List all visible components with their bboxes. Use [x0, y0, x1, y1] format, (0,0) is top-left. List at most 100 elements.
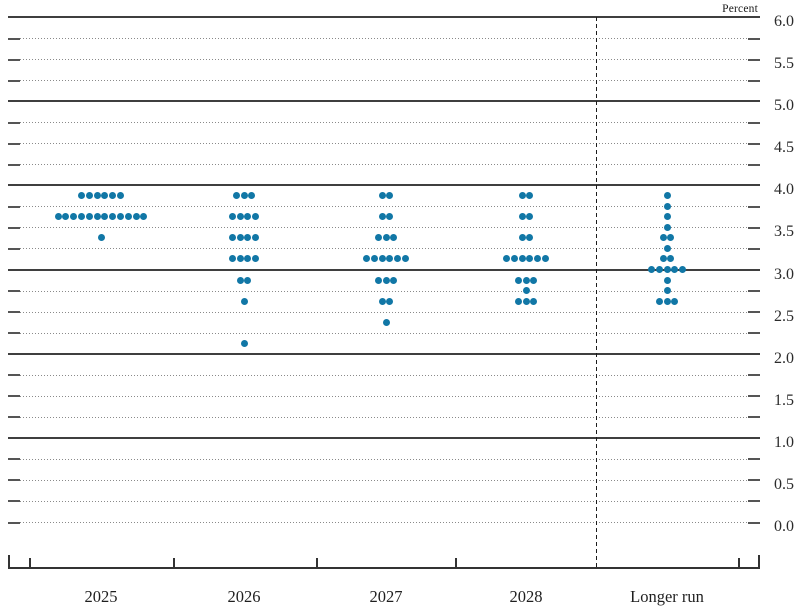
grid-tick-left — [8, 79, 20, 82]
grid-tick-left — [8, 290, 20, 293]
grid-tick-left — [8, 332, 20, 335]
gridline-dotted — [8, 416, 760, 418]
x-tick-label: 2028 — [509, 587, 543, 606]
projection-dot — [518, 234, 526, 242]
gridline-dotted — [8, 80, 760, 82]
grid-tick-left — [8, 521, 20, 524]
projection-dot — [374, 276, 382, 284]
grid-tick-left — [8, 58, 20, 61]
gridline-dotted — [8, 311, 760, 313]
projection-dot — [394, 255, 402, 263]
projection-dot — [244, 255, 252, 263]
y-tick-label: 3.0 — [774, 265, 794, 283]
projection-dot — [140, 213, 148, 221]
grid-tick-right — [748, 247, 760, 250]
projection-dot — [248, 192, 256, 200]
projection-dot — [252, 234, 260, 242]
x-tick-label: 2025 — [84, 587, 118, 606]
projection-dot — [402, 255, 409, 263]
y-tick-label: 5.5 — [774, 55, 794, 73]
projection-dot — [663, 244, 671, 252]
grid-tick-left — [8, 205, 20, 208]
gridline-dotted — [8, 143, 760, 145]
y-tick-label: 0.0 — [774, 518, 794, 535]
projection-dot — [228, 255, 236, 263]
grid-tick-right — [748, 37, 760, 40]
projection-dot — [522, 276, 530, 284]
projection-dot — [232, 192, 240, 200]
projection-dot — [370, 255, 378, 263]
projection-dot — [526, 255, 534, 263]
projection-dot — [663, 287, 671, 295]
projection-dot — [386, 297, 394, 305]
projection-dot — [132, 213, 140, 221]
grid-tick-left — [8, 121, 20, 124]
grid-tick-left — [8, 311, 20, 314]
y-tick-label: 6.0 — [774, 13, 794, 30]
grid-tick-right — [748, 395, 760, 398]
projection-dot — [240, 192, 248, 200]
grid-tick-right — [748, 142, 760, 145]
projection-dot — [378, 192, 386, 200]
projection-dot — [93, 213, 101, 221]
projection-dot — [85, 213, 93, 221]
projection-dot — [378, 213, 386, 221]
grid-tick-right — [748, 374, 760, 377]
x-axis-line — [8, 567, 760, 569]
projection-dot — [382, 318, 390, 326]
projection-dot — [526, 192, 534, 200]
projection-dot — [228, 234, 236, 242]
grid-tick-right — [748, 79, 760, 82]
gridline-dotted — [8, 59, 760, 61]
y-tick-label: 0.5 — [774, 475, 794, 493]
gridline-dotted — [8, 227, 760, 229]
x-axis-tick — [29, 558, 31, 569]
grid-tick-left — [8, 500, 20, 503]
projection-dot — [236, 213, 244, 221]
projection-dot — [97, 234, 105, 242]
projection-dot — [236, 255, 244, 263]
projection-dot — [244, 234, 252, 242]
projection-dot — [530, 276, 538, 284]
x-axis-tick — [173, 558, 175, 569]
gridline-solid — [8, 352, 760, 355]
projection-dot — [240, 297, 248, 305]
grid-tick-right — [748, 500, 760, 503]
projection-dot — [655, 297, 663, 305]
grid-tick-right — [748, 58, 760, 61]
projection-dot — [663, 297, 671, 305]
gridline-dotted — [8, 522, 760, 523]
projection-dot — [252, 213, 260, 221]
gridline-dotted — [8, 206, 760, 208]
grid-tick-right — [748, 479, 760, 482]
projection-dot — [518, 213, 526, 221]
gridline-dotted — [8, 458, 760, 460]
y-tick-label: 2.0 — [774, 349, 794, 367]
projection-dot — [663, 223, 671, 231]
gridline-dotted — [8, 395, 760, 397]
projection-dot — [117, 213, 124, 221]
grid-tick-left — [8, 458, 20, 461]
grid-tick-right — [748, 311, 760, 314]
projection-dot — [663, 202, 671, 210]
gridline-solid — [8, 268, 760, 271]
projection-dot — [663, 276, 671, 284]
grid-tick-left — [8, 163, 20, 166]
grid-tick-left — [8, 479, 20, 482]
x-axis-tick — [316, 558, 318, 569]
projection-dot — [647, 266, 655, 273]
projection-dot — [382, 276, 390, 284]
projection-dot — [518, 255, 526, 263]
y-tick-label: 5.0 — [774, 97, 794, 115]
projection-dot — [363, 255, 370, 263]
projection-dot — [228, 213, 236, 221]
gridline-dotted — [8, 479, 760, 481]
projection-dot — [386, 213, 394, 221]
percent-axis-title: Percent — [722, 3, 758, 15]
projection-dot — [70, 213, 78, 221]
x-tick-label: 2026 — [227, 587, 261, 606]
grid-tick-right — [748, 121, 760, 124]
projection-dot — [390, 276, 398, 284]
projection-dot — [78, 192, 85, 200]
